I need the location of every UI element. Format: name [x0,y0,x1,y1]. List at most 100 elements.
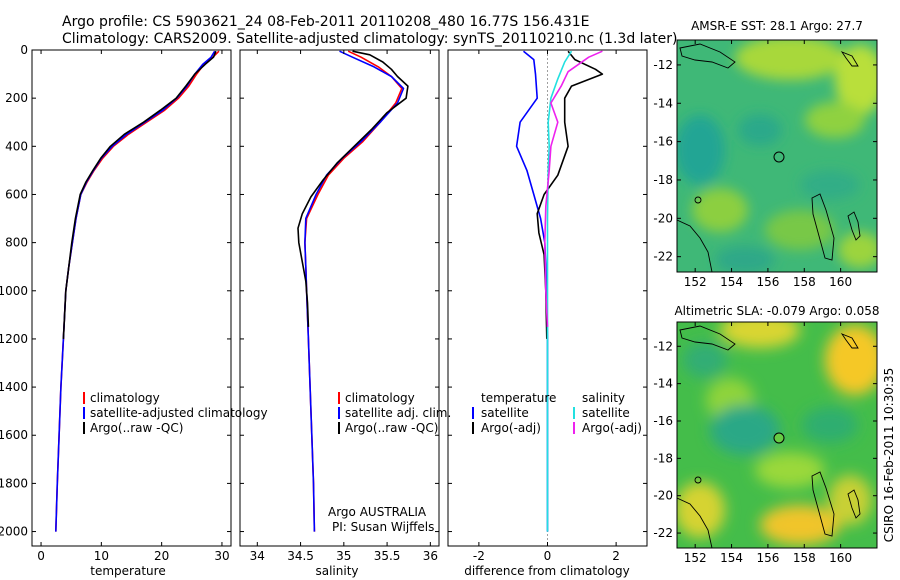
difference-axes: -2 0 2 [448,49,647,563]
sst-cool-patch [715,246,775,272]
x-tick-label: 2 [612,549,620,563]
series-line-climatology [304,50,403,532]
salinity-panel: 34 34.5 35 35.5 36 salinity climatology sate… [239,49,451,578]
map-y-tick-label: -18 [653,451,673,465]
y-tick-label: 2000 [0,525,28,539]
sst-cool-patch [800,170,860,200]
sst-argo-marker [773,151,785,163]
temperature-series [55,50,220,532]
y-tick-label: 600 [5,187,28,201]
sla-low-patch [683,342,727,378]
map-y-tick-label: -12 [653,339,673,353]
sst-map-title: AMSR-E SST: 28.1 Argo: 27.7 [691,19,863,33]
y-tick-label: 1200 [0,332,28,346]
x-tick-label: 0 [544,549,552,563]
x-tick-label: 36 [423,549,438,563]
legend-label-diff-temp-argo: Argo(-adj) [481,421,541,435]
sla-argo-marker [773,432,785,444]
y-tick-label: 400 [5,139,28,153]
sst-map-axes: 152 154 156 158 160 -12 -14 -16 -18 -20 -22 [653,40,877,289]
x-tick-label: -2 [473,549,485,563]
legend-label-sal-climatology: climatology [345,391,415,405]
x-tick-label: 20 [154,549,169,563]
sla-map-frame [676,321,878,549]
temperature-xlabel: temperature [90,564,165,578]
salinity-series [297,50,409,532]
sla-map-panel: Altimetric SLA: -0.079 Argo: 0.058 [653,304,879,565]
temperature-plot-frame [31,49,232,547]
sla-coastline [847,489,861,519]
y-tick-label: 1000 [0,284,28,298]
sla-map-title: Altimetric SLA: -0.079 Argo: 0.058 [674,304,879,318]
series-line-argo-raw-qc [297,50,409,327]
legend-title-temperature: temperature [481,391,556,405]
sla-coastline [694,476,702,484]
sst-coastline [847,211,861,241]
y-tick-label: 1600 [0,428,28,442]
sst-warm-patch [692,188,748,232]
salinity-axes: 34 34.5 35 35.5 36 [240,49,439,563]
sla-coastline [840,333,859,349]
temperature-legend: climatology satellite-adjusted climatolo… [83,391,268,435]
sst-coastline [840,51,859,67]
sst-cool-patch [738,114,782,146]
map-y-tick-label: -14 [653,96,673,110]
salinity-xlabel: salinity [315,564,358,578]
x-tick-label: 35 [336,549,351,563]
legend-label-sal-satellite: satellite adj. clim. [345,406,451,420]
sla-coastline [811,471,835,537]
sst-warm-patch [805,102,865,138]
credits-pi: PI: Susan Wijffels [332,520,434,534]
y-tick-label: 1400 [0,380,28,394]
credits-program: Argo AUSTRALIA [328,505,427,519]
sst-warm-patch [835,45,877,115]
map-y-tick-label: -14 [653,377,673,391]
side-stamp: CSIRO 16-Feb-2011 10:30:35 [882,368,896,543]
sla-coastline [679,325,736,351]
sla-high-patch [677,482,725,538]
sst-warm-patch [735,40,845,80]
legend-title-salinity: salinity [582,391,625,405]
series-line-salinity-argo-adj [543,50,603,327]
sst-warm-patch [765,210,835,250]
map-y-tick-label: -22 [653,250,673,264]
temperature-panel: 0 10 20 30 0 200 400 600 800 1000 1200 1400 1600 1800… [0,43,268,578]
map-x-tick-label: 160 [829,551,852,565]
difference-legend: temperature salinity satellite Argo(-adj… [472,391,642,435]
sst-field [677,40,877,272]
x-tick-label: 30 [214,549,229,563]
x-tick-label: 35.5 [374,549,401,563]
map-x-tick-label: 152 [684,275,707,289]
series-line-satellite-adj-clim [304,50,405,532]
difference-xlabel: difference from climatology [464,564,630,578]
sla-high-patch [755,452,825,488]
series-line-argo-raw-qc [62,50,217,339]
map-y-tick-label: -16 [653,135,673,149]
y-tick-label: 0 [20,43,28,57]
map-y-tick-label: -16 [653,414,673,428]
legend-label-diff-sal-satellite: satellite [582,406,630,420]
sla-coastline [677,497,713,548]
map-x-tick-label: 158 [793,275,816,289]
map-x-tick-label: 152 [684,551,707,565]
legend-label-climatology: climatology [90,391,160,405]
x-tick-label: 34 [250,549,265,563]
legend-label-diff-temp-satellite: satellite [481,406,529,420]
sla-high-patch [825,325,877,395]
y-tick-label: 1800 [0,476,28,490]
figure-title-line2: Climatology: CARS2009. Satellite-adjuste… [62,31,677,47]
series-line-satellite-adjusted-climatology [55,50,216,532]
salinity-legend: climatology satellite adj. clim. Argo(..… [338,391,451,435]
map-x-tick-label: 158 [793,551,816,565]
sla-high-patch [760,505,840,545]
sst-coastline [679,43,736,69]
map-y-tick-label: -18 [653,173,673,187]
x-tick-label: 0 [37,549,45,563]
sst-map-panel: AMSR-E SST: 28.1 Argo: 27.7 [653,19,878,289]
x-tick-label: 34.5 [287,549,314,563]
x-tick-label: 10 [94,549,109,563]
y-tick-label: 200 [5,91,28,105]
map-x-tick-label: 160 [829,275,852,289]
map-x-tick-label: 154 [720,275,743,289]
sla-map-axes: 152 154 156 158 160 -12 -14 -16 -18 -20 -22 [653,322,877,565]
